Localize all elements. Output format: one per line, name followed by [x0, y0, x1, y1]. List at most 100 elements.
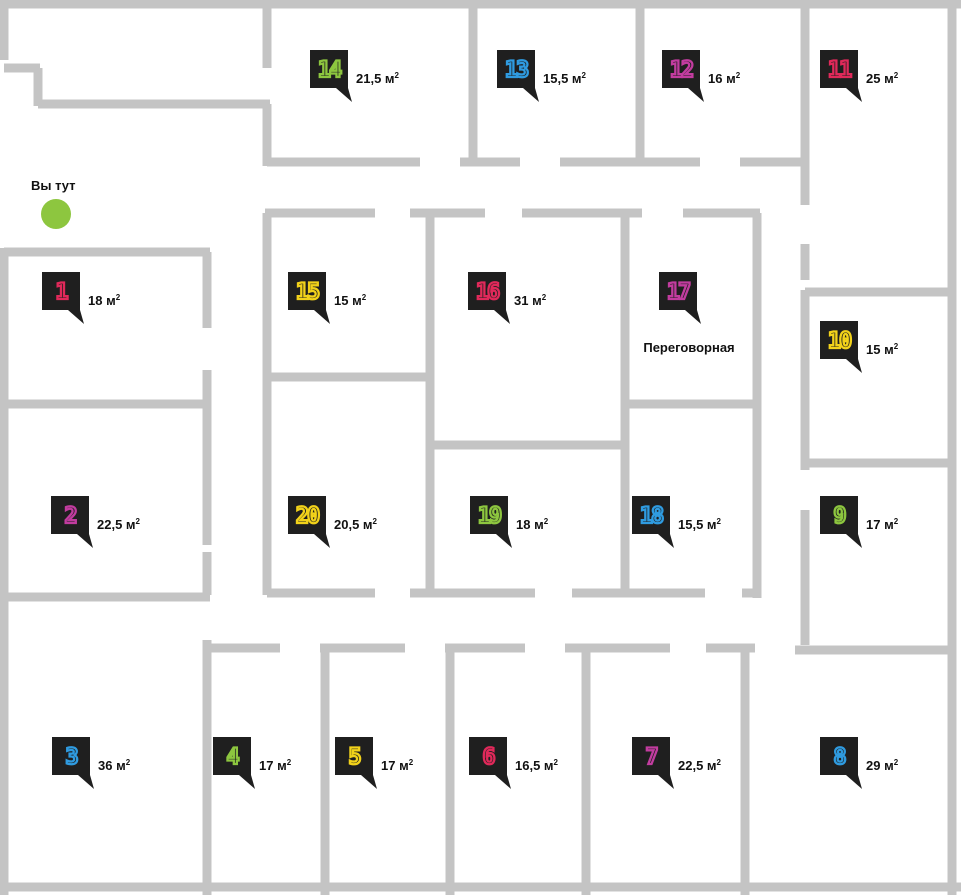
wall-segment [410, 208, 485, 218]
wall-segment [947, 0, 957, 895]
badge-pointer-shape [820, 321, 862, 373]
wall-segment [581, 648, 591, 895]
badge-pointer-shape [310, 50, 352, 102]
office-area-value: 31 м [514, 293, 542, 308]
office-number-badge: 10 [820, 321, 862, 373]
wall-segment [4, 247, 210, 257]
office-area: 16 м2 [708, 71, 741, 86]
you-are-here-marker: Вы тут [31, 178, 76, 229]
office-area-value: 17 м [866, 517, 894, 532]
office-9[interactable]: 9 17 м2 [820, 496, 899, 548]
wall-segment [800, 510, 810, 645]
office-1[interactable]: 1 18 м2 [42, 272, 121, 324]
office-area-value: 18 м [516, 517, 544, 532]
office-area-value: 29 м [866, 758, 894, 773]
wall-segment [262, 0, 272, 68]
wall-segment [33, 68, 43, 106]
badge-pointer-shape [632, 496, 674, 548]
office-area: 15,5 м2 [678, 517, 722, 532]
office-area-value: 25 м [866, 71, 894, 86]
office-area-unit-exponent: 2 [736, 71, 741, 80]
badge-pointer-shape [213, 737, 255, 789]
office-area-value: Переговорная [643, 340, 734, 355]
office-area: 16,5 м2 [515, 758, 559, 773]
office-area: 15 м2 [866, 342, 899, 357]
office-number: 9 [833, 504, 845, 529]
badge-pointer-shape [288, 272, 330, 324]
office-17[interactable]: 17 Переговорная [643, 272, 735, 355]
badge-pointer-shape [820, 50, 862, 102]
wall-segment [202, 552, 212, 595]
badge-pointer-shape [52, 737, 94, 789]
office-number: 10 [828, 329, 851, 354]
office-7[interactable]: 7 22,5 м2 [632, 737, 722, 789]
badge-pointer-shape [632, 737, 674, 789]
office-14[interactable]: 14 21,5 м2 [310, 50, 400, 102]
office-number: 17 [667, 280, 690, 305]
badge-pointer-shape [820, 737, 862, 789]
office-area-value: 15,5 м [543, 71, 582, 86]
office-area-value: 15,5 м [678, 517, 717, 532]
office-number-badge: 20 [288, 496, 330, 548]
office-20[interactable]: 20 20,5 м2 [288, 496, 378, 548]
wall-segment [267, 372, 430, 382]
office-area-unit-exponent: 2 [116, 293, 121, 302]
office-5[interactable]: 5 17 м2 [335, 737, 414, 789]
office-4[interactable]: 4 17 м2 [213, 737, 292, 789]
office-number-badge: 2 [51, 496, 93, 548]
wall-segment [267, 588, 375, 598]
wall-segment [202, 370, 212, 545]
office-19[interactable]: 19 18 м2 [470, 496, 549, 548]
office-area-value: 17 м [259, 758, 287, 773]
wall-segment [706, 643, 755, 653]
wall-segment [445, 643, 525, 653]
office-area: 17 м2 [381, 758, 414, 773]
office-number: 7 [645, 745, 657, 770]
office-number-badge: 12 [662, 50, 704, 102]
badge-pointer-shape [469, 737, 511, 789]
wall-segment [625, 399, 757, 409]
office-area-value: 22,5 м [678, 758, 717, 773]
office-number-badge: 18 [632, 496, 674, 548]
office-6[interactable]: 6 16,5 м2 [469, 737, 559, 789]
office-11[interactable]: 11 25 м2 [820, 50, 899, 102]
office-area-unit-exponent: 2 [136, 517, 141, 526]
office-area-unit-exponent: 2 [544, 517, 549, 526]
office-8[interactable]: 8 29 м2 [820, 737, 899, 789]
office-10[interactable]: 10 15 м2 [820, 321, 899, 373]
office-12[interactable]: 12 16 м2 [662, 50, 741, 102]
wall-segment [410, 588, 535, 598]
wall-segment [0, 0, 961, 9]
office-area: 17 м2 [259, 758, 292, 773]
wall-segment [0, 882, 961, 892]
office-3[interactable]: 3 36 м2 [52, 737, 131, 789]
office-number-badge: 4 [213, 737, 255, 789]
office-area-unit-exponent: 2 [409, 758, 414, 767]
office-area-unit-exponent: 2 [287, 758, 292, 767]
office-18[interactable]: 18 15,5 м2 [632, 496, 722, 548]
office-number-badge: 16 [468, 272, 510, 324]
office-2[interactable]: 2 22,5 м2 [51, 496, 141, 548]
office-16[interactable]: 16 31 м2 [468, 272, 547, 324]
wall-segment [0, 0, 9, 60]
office-number: 14 [318, 58, 342, 83]
office-area-value: 21,5 м [356, 71, 395, 86]
office-area-value: 18 м [88, 293, 116, 308]
badge-pointer-shape [51, 496, 93, 548]
office-area-unit-exponent: 2 [894, 758, 899, 767]
office-number-badge: 3 [52, 737, 94, 789]
office-area-unit-exponent: 2 [554, 758, 559, 767]
office-number: 4 [226, 745, 239, 770]
office-15[interactable]: 15 15 м2 [288, 272, 367, 324]
office-area: 18 м2 [516, 517, 549, 532]
wall-segment [205, 643, 280, 653]
office-area-value: 20,5 м [334, 517, 373, 532]
office-number: 16 [476, 280, 500, 305]
office-number: 8 [833, 745, 845, 770]
wall-segment [265, 208, 375, 218]
office-13[interactable]: 13 15,5 м2 [497, 50, 587, 102]
office-area-unit-exponent: 2 [126, 758, 131, 767]
office-number: 6 [482, 745, 495, 770]
badge-pointer-shape [470, 496, 512, 548]
